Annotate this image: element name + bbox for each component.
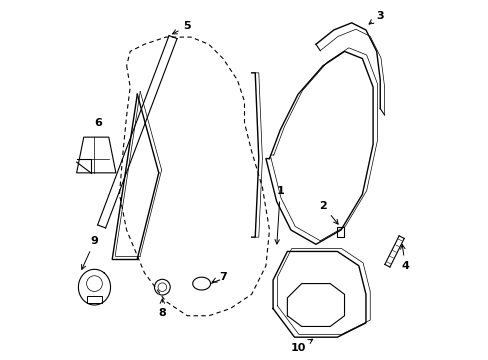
Text: 6: 6 bbox=[94, 118, 102, 128]
Bar bbox=[87, 296, 102, 303]
Text: 1: 1 bbox=[274, 186, 284, 244]
Text: 8: 8 bbox=[158, 299, 166, 318]
Bar bbox=[337, 227, 343, 237]
Text: 7: 7 bbox=[212, 272, 226, 282]
Text: 10: 10 bbox=[290, 339, 312, 354]
Text: 5: 5 bbox=[172, 21, 191, 34]
Text: 3: 3 bbox=[368, 11, 383, 24]
Text: 2: 2 bbox=[319, 201, 338, 224]
Text: 9: 9 bbox=[81, 236, 98, 269]
Text: 4: 4 bbox=[400, 244, 408, 271]
